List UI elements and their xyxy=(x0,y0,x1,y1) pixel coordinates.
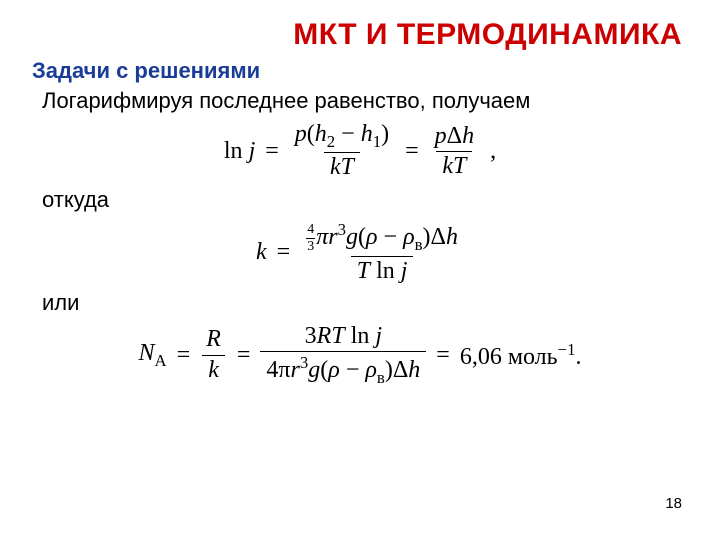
para-2: откуда xyxy=(42,187,688,213)
slide-subtitle: Задачи с решениями xyxy=(32,58,688,84)
slide-title: МКТ И ТЕРМОДИНАМИКА xyxy=(32,18,688,52)
page-number: 18 xyxy=(665,495,682,512)
equation-3: NA = R k = 3RT ln j 4πr3g(ρ − ρв)Δh = 6,… xyxy=(32,324,688,387)
equation-1: ln ln jj = p(h2 − h1) kT = pΔh kT , xyxy=(32,122,688,181)
slide: МКТ И ТЕРМОДИНАМИКА Задачи с решениями Л… xyxy=(0,0,720,540)
para-3: или xyxy=(42,290,688,316)
equation-2: k = 43πr3g(ρ − ρв)Δh T ln j xyxy=(32,221,688,284)
para-1: Логарифмируя последнее равенство, получа… xyxy=(42,88,688,114)
